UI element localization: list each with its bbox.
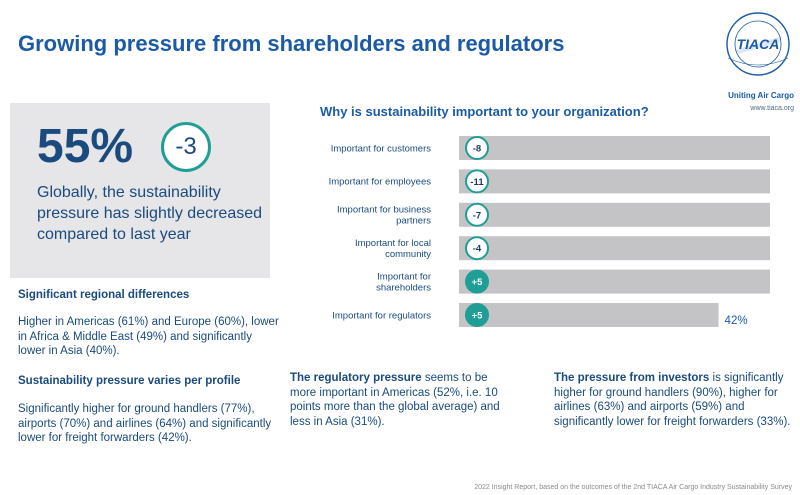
change-badge-6 [465,303,489,327]
category-label-2: Important for employees [329,177,432,188]
value-label-6: 42% [725,315,748,327]
profile-heading: Sustainability pressure varies per profi… [18,375,241,387]
regulatory-note-text: seems to be more important in Americas (… [290,372,500,428]
change-label-1: -8 [473,144,481,155]
regional-heading: Significant regional differences [18,289,190,301]
kpi-value: 55% [37,120,134,173]
regional-text: Higher in Americas (61%) and Europe (60%… [18,316,279,357]
profile-text: Significantly higher for ground handlers… [18,403,272,444]
kpi-card: 55% -3 Globally, the sustainability pres… [10,103,270,278]
bar-3 [459,202,770,227]
bar-1 [459,136,770,160]
kpi-delta-badge: -3 [161,122,211,172]
category-label-5: Important for shareholders [376,271,431,293]
chart-title: Why is sustainability important to your … [320,104,649,119]
tiaca-logo-icon: TIACA [726,12,790,76]
change-label-3: -7 [473,210,481,221]
regulatory-note: The regulatory pressure seems to be more… [290,371,512,429]
change-badge-3 [465,202,489,227]
change-label-5: +5 [472,277,484,288]
change-badge-5 [465,269,489,294]
category-label-3: Important for business partners [337,205,431,227]
bar-5 [459,269,770,294]
footer-source: 2022 Insight Report, based on the outcom… [474,484,792,491]
regulatory-note-bold: The regulatory pressure [290,372,422,384]
category-label-6: Important for regulators [332,310,431,321]
change-badge-1 [465,136,489,160]
bar-6 [459,303,719,327]
investors-note-text: is significantly higher for ground handl… [554,372,791,428]
category-label-4: Important for local community [355,238,431,260]
change-badge-2 [465,169,489,194]
investors-note: The pressure from investors is significa… [554,371,796,429]
logo-brand: TIACA [737,36,780,52]
change-label-4: -4 [473,244,482,255]
change-label-6: +5 [472,311,484,322]
bar-2 [459,169,770,194]
change-label-2: -11 [470,177,484,188]
investors-note-bold: The pressure from investors [554,372,710,384]
bar-4 [459,236,770,261]
kpi-description: Globally, the sustainability pressure ha… [37,184,263,243]
tiaca-logo: TIACA Uniting Air Cargo www.tiaca.org [722,6,794,116]
logo-tagline: Uniting Air Cargo [728,91,794,100]
logo-url: www.tiaca.org [750,105,794,112]
category-label-1: Important for customers [331,143,432,154]
change-badge-4 [465,236,489,261]
page-title: Growing pressure from shareholders and r… [18,31,565,56]
